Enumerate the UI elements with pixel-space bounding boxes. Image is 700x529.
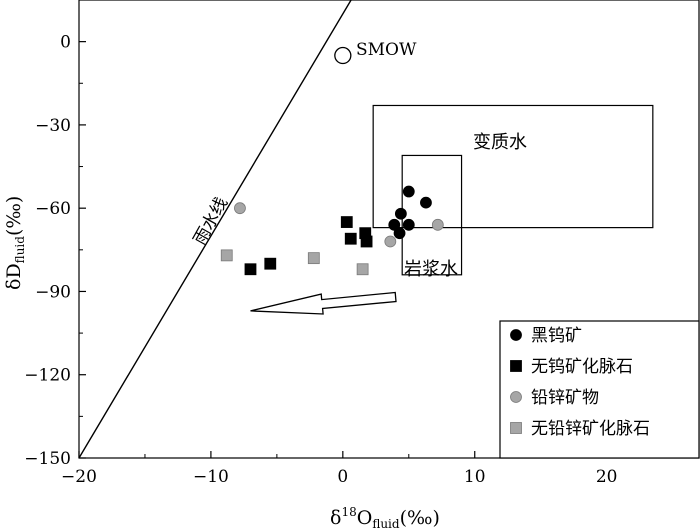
metamorphic-water-box bbox=[372, 104, 654, 229]
meteoric-line-label: 雨水线 bbox=[190, 194, 232, 248]
data-point-series-1 bbox=[402, 218, 415, 231]
data-point-series-3 bbox=[431, 218, 444, 231]
legend-label-2: 无钨矿化脉石 bbox=[531, 357, 633, 377]
data-point-series-4 bbox=[356, 263, 369, 276]
x-axis-label-sub: fluid bbox=[372, 517, 400, 529]
data-point-series-2 bbox=[264, 257, 277, 270]
legend-box bbox=[499, 320, 700, 459]
y-axis-label-unit: (‰) bbox=[3, 196, 25, 236]
x-axis-label-sup: 18 bbox=[341, 505, 356, 519]
x-axis-label-unit: (‰) bbox=[400, 507, 440, 529]
x-tick-label: −20 bbox=[61, 467, 97, 487]
legend-label-1: 黑钨矿 bbox=[531, 326, 582, 346]
metamorphic-water-label: 变质水 bbox=[473, 132, 527, 153]
data-point-series-1 bbox=[420, 196, 432, 209]
x-tick-label: 0 bbox=[337, 467, 348, 487]
x-tick-label: 10 bbox=[464, 467, 486, 487]
legend-label-4: 无铅锌矿化脉石 bbox=[531, 419, 650, 439]
smow-label: SMOW bbox=[356, 40, 417, 60]
data-point-series-2 bbox=[360, 235, 373, 248]
x-axis-label-main: O bbox=[357, 507, 373, 529]
meteoric-water-line bbox=[78, 0, 352, 459]
x-axis-label-base: δ bbox=[330, 507, 341, 529]
y-axis-label-sub: fluid bbox=[13, 236, 27, 264]
magmatic-water-box bbox=[401, 154, 463, 276]
x-tick-label: −10 bbox=[193, 467, 229, 487]
legend-marker-3 bbox=[510, 391, 522, 403]
data-point-series-1 bbox=[388, 218, 401, 231]
y-tick-label: 0 bbox=[60, 33, 71, 53]
data-point-series-1 bbox=[402, 185, 415, 198]
data-point-series-2 bbox=[340, 216, 353, 228]
y-tick-label: −150 bbox=[24, 449, 71, 469]
y-tick-label: −60 bbox=[35, 199, 71, 219]
legend-marker-4 bbox=[510, 422, 522, 434]
smow-marker bbox=[334, 46, 352, 65]
magmatic-water-label: 岩浆水 bbox=[404, 259, 458, 280]
plot-frame bbox=[78, 0, 700, 459]
y-axis-label-main: δD bbox=[3, 263, 25, 290]
data-point-series-4 bbox=[220, 249, 233, 262]
data-point-series-1 bbox=[394, 207, 407, 220]
data-point-series-1 bbox=[393, 227, 406, 240]
legend-marker-1 bbox=[510, 329, 522, 341]
legend-label-3: 铅锌矿物 bbox=[531, 388, 599, 408]
y-axis-label: δDfluid(‰) bbox=[3, 196, 27, 290]
data-point-series-3 bbox=[234, 202, 246, 215]
y-tick-label: −30 bbox=[35, 116, 71, 136]
legend-marker-2 bbox=[510, 360, 522, 372]
x-tick-label: 20 bbox=[596, 467, 618, 487]
data-point-series-2 bbox=[244, 263, 257, 276]
data-point-series-3 bbox=[384, 235, 397, 248]
trend-arrow bbox=[250, 291, 397, 315]
x-axis-label: δ18Ofluid(‰) bbox=[330, 505, 440, 529]
data-point-series-2 bbox=[344, 232, 357, 245]
y-tick-label: −90 bbox=[35, 282, 71, 302]
data-point-series-4 bbox=[307, 252, 320, 265]
y-tick-label: −120 bbox=[24, 366, 71, 386]
